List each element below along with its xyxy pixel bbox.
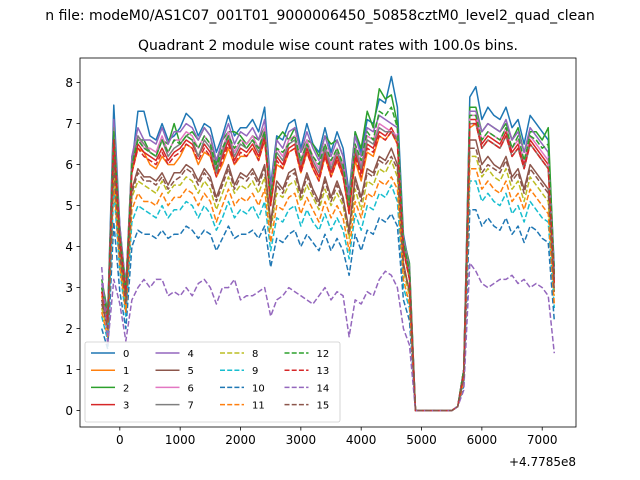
x-axis-offset-label: +4.7785e8 bbox=[509, 455, 576, 469]
y-tick-label: 8 bbox=[65, 76, 73, 90]
x-tick-label: 0 bbox=[116, 433, 124, 447]
series-line-8 bbox=[100, 155, 556, 412]
axes-frame bbox=[79, 57, 577, 428]
figure-suptitle: n file: modeM0/AS1C07_001T01_9000006450_… bbox=[45, 8, 594, 24]
legend-label-3: 3 bbox=[123, 401, 129, 412]
series-line-14 bbox=[100, 262, 556, 412]
x-tick-label: 7000 bbox=[527, 433, 558, 447]
legend-label-5: 5 bbox=[188, 366, 194, 377]
series-line-3 bbox=[100, 118, 556, 412]
legend-label-10: 10 bbox=[252, 383, 265, 394]
plot-area: 0 1000 2000 3000 4000 5000 6000 700001234567801… bbox=[65, 57, 577, 447]
series-line-11 bbox=[100, 167, 556, 412]
legend-label-15: 15 bbox=[317, 401, 330, 412]
x-tick-label: 6000 bbox=[467, 433, 498, 447]
series-line-13 bbox=[100, 122, 556, 412]
legend-label-11: 11 bbox=[252, 401, 265, 412]
y-tick-label: 0 bbox=[65, 404, 73, 418]
x-tick-label: 1000 bbox=[165, 433, 196, 447]
x-tick-label: 5000 bbox=[406, 433, 437, 447]
legend-label-0: 0 bbox=[123, 349, 129, 360]
series-line-9 bbox=[100, 180, 556, 412]
legend-label-12: 12 bbox=[317, 349, 330, 360]
legend-label-8: 8 bbox=[252, 349, 258, 360]
y-tick-label: 6 bbox=[65, 158, 73, 172]
y-tick-label: 3 bbox=[65, 281, 73, 295]
legend-label-2: 2 bbox=[123, 383, 129, 394]
y-tick-label: 4 bbox=[65, 240, 73, 254]
x-tick-label: 2000 bbox=[225, 433, 256, 447]
legend-label-1: 1 bbox=[123, 366, 129, 377]
series-line-10 bbox=[101, 208, 556, 412]
series-line-4 bbox=[100, 110, 556, 412]
y-tick-label: 5 bbox=[65, 199, 73, 213]
y-tick-label: 1 bbox=[65, 363, 73, 377]
legend-label-13: 13 bbox=[317, 366, 330, 377]
legend-label-14: 14 bbox=[317, 383, 330, 394]
legend-label-4: 4 bbox=[188, 349, 194, 360]
legend-label-7: 7 bbox=[188, 401, 194, 412]
y-tick-label: 2 bbox=[65, 322, 73, 336]
chart-title: Quadrant 2 module wise count rates with … bbox=[138, 38, 518, 54]
series-line-5 bbox=[100, 139, 556, 412]
y-tick-label: 7 bbox=[65, 117, 73, 131]
series-line-15 bbox=[100, 147, 556, 412]
legend-label-9: 9 bbox=[252, 366, 258, 377]
series-line-12 bbox=[100, 106, 556, 412]
x-tick-label: 3000 bbox=[286, 433, 317, 447]
legend-box bbox=[84, 341, 341, 423]
legend-label-6: 6 bbox=[188, 383, 194, 394]
x-tick-label: 4000 bbox=[346, 433, 377, 447]
